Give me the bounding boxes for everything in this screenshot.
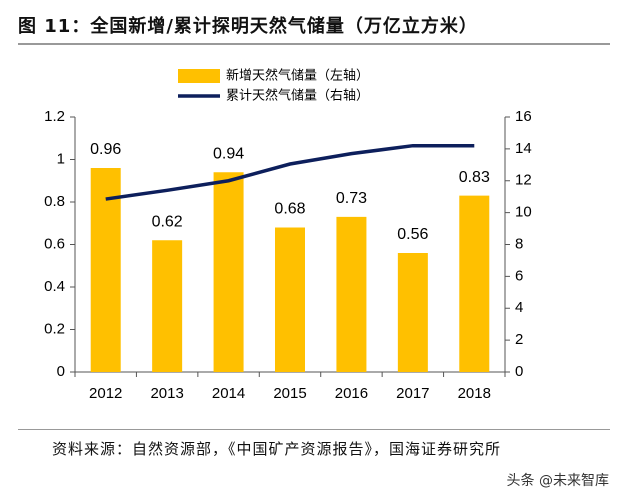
y2-tick-label: 2: [515, 331, 523, 348]
bar: [397, 253, 428, 372]
line: [105, 143, 475, 201]
bar-value-label: 0.94: [213, 145, 244, 162]
y2-tick-label: 10: [515, 204, 532, 221]
bar-value-label: 0.73: [336, 190, 367, 207]
x-tick-label: 2015: [273, 385, 306, 402]
x-tick-label: 2016: [335, 385, 368, 402]
bar-value-label: 0.83: [459, 169, 490, 186]
bar-value-label: 0.56: [397, 226, 428, 243]
bar: [213, 172, 244, 372]
watermark: 头条 @未来智库: [502, 469, 613, 491]
legend-swatch: [178, 69, 220, 83]
chart: 0 0.2 0.4 0.6 0.8 1 1.2 0 2 4 6 8 10 12 14 16 2012 2013 20…: [18, 43, 610, 430]
legend-label: 累计天然气储量（右轴）: [226, 88, 369, 104]
y-tick-label: 0.2: [44, 320, 65, 337]
y2-tick-label: 14: [515, 140, 532, 157]
x-tick-label: 2014: [212, 385, 245, 402]
y-tick-label: 0.6: [44, 235, 65, 252]
bar: [336, 216, 367, 372]
y2-tick-label: 12: [515, 172, 532, 189]
x-tick-label: 2018: [458, 385, 491, 402]
bar: [152, 240, 183, 372]
y2-tick-label: 8: [515, 235, 523, 252]
legend-label: 新增天然气储量（左轴）: [226, 68, 369, 84]
bar: [275, 227, 305, 372]
x-tick-label: 2012: [89, 385, 122, 402]
x-tick-label: 2017: [396, 385, 429, 402]
x-tick-label: 2013: [150, 385, 183, 402]
y2-tick-label: 6: [515, 267, 523, 284]
bar-value-label: 0.68: [274, 201, 305, 218]
y2-tick-label: 0: [515, 363, 523, 380]
bar: [459, 195, 490, 372]
y-tick-label: 1: [57, 150, 65, 167]
chart-title: 图 11：全国新增/累计探明天然气储量（万亿立方米）: [18, 16, 478, 37]
y2-tick-label: 16: [515, 108, 532, 125]
y2-tick-label: 4: [515, 299, 523, 316]
source-note: 资料来源：自然资源部，《中国矿产资源报告》，国海证券研究所: [52, 440, 502, 458]
y-tick-label: 1.2: [44, 108, 65, 125]
bar-value-label: 0.62: [152, 213, 183, 230]
bar: [90, 168, 121, 372]
y-tick-label: 0.8: [44, 193, 65, 210]
y-tick-label: 0: [57, 363, 65, 380]
bar-value-label: 0.96: [90, 141, 121, 158]
y-tick-label: 0.4: [44, 278, 65, 295]
